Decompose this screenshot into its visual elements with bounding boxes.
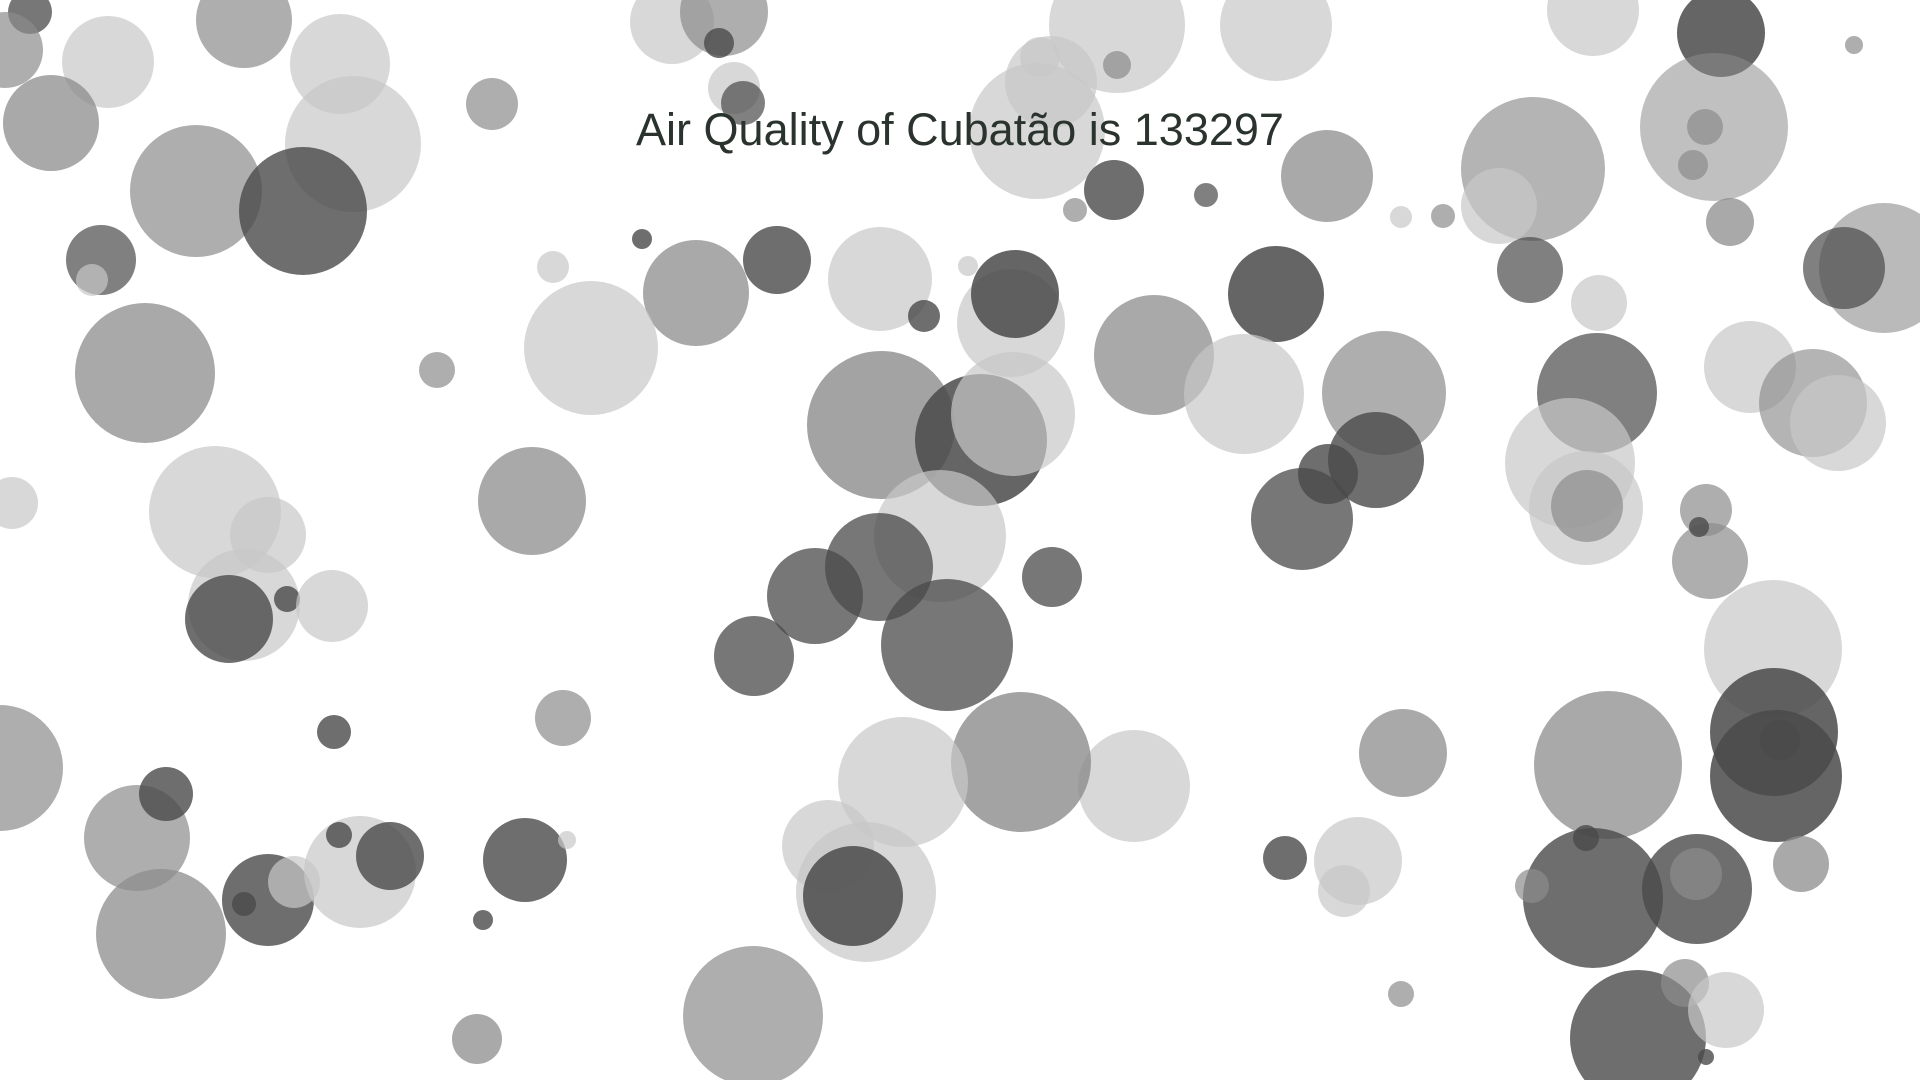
bubble: [466, 78, 518, 130]
bubble: [1803, 227, 1885, 309]
bubble: [1022, 547, 1082, 607]
bubble: [632, 229, 652, 249]
bubble: [971, 250, 1059, 338]
bubble: [1063, 198, 1087, 222]
bubble: [1551, 470, 1623, 542]
bubble: [317, 715, 351, 749]
bubble: [1678, 150, 1708, 180]
bubble: [1515, 869, 1549, 903]
bubble: [1571, 275, 1627, 331]
bubble: [828, 227, 932, 331]
bubble: [452, 1014, 502, 1064]
bubble: [232, 892, 256, 916]
bubble: [1670, 848, 1722, 900]
bubble: [1698, 1049, 1714, 1065]
bubble: [1573, 825, 1599, 851]
bubble: [1497, 237, 1563, 303]
bubble: [524, 281, 658, 415]
bubble: [558, 831, 576, 849]
bubble: [838, 717, 968, 847]
bubble: [0, 12, 43, 88]
bubble: [714, 616, 794, 696]
bubble: [1184, 334, 1304, 454]
bubble: [1194, 183, 1218, 207]
bubble: [130, 125, 262, 257]
bubble: [1773, 836, 1829, 892]
bubble: [1020, 37, 1060, 77]
bubble: [1790, 375, 1886, 471]
bubble: [1534, 691, 1682, 839]
bubble: [680, 0, 768, 56]
bubble: [75, 303, 215, 443]
bubble: [803, 846, 903, 946]
bubble: [1687, 109, 1723, 145]
bubble: [196, 0, 292, 68]
bubble: [239, 147, 367, 275]
bubble: [0, 477, 38, 529]
bubble: [1078, 730, 1190, 842]
bubble: [537, 251, 569, 283]
bubble: [951, 692, 1091, 832]
bubble: [296, 570, 368, 642]
bubble: [3, 75, 99, 171]
bubble: [1672, 523, 1748, 599]
bubble: [1251, 468, 1353, 570]
bubble: [1845, 36, 1863, 54]
bubble: [881, 579, 1013, 711]
bubble: [1263, 836, 1307, 880]
bubble: [743, 226, 811, 294]
bubble: [1760, 720, 1800, 760]
bubble: [1688, 972, 1764, 1048]
bubble: [767, 548, 863, 644]
bubble: [1328, 412, 1424, 508]
bubble: [478, 447, 586, 555]
bubble: [62, 16, 154, 108]
bubble: [76, 264, 108, 296]
bubble: [1390, 206, 1412, 228]
page-title: Air Quality of Cubatão is 133297: [636, 104, 1284, 155]
bubble: [1359, 709, 1447, 797]
bubble: [951, 352, 1075, 476]
bubble: [483, 818, 567, 902]
bubble: [643, 240, 749, 346]
bubble: [139, 767, 193, 821]
bubble: [1706, 198, 1754, 246]
bubble: [1220, 0, 1332, 81]
bubble: [356, 822, 424, 890]
bubble: [1388, 981, 1414, 1007]
bubble: [683, 946, 823, 1080]
bubble: [1281, 130, 1373, 222]
bubble: [1461, 168, 1537, 244]
bubble: [721, 81, 765, 125]
bubble: [1318, 865, 1370, 917]
bubble: [535, 690, 591, 746]
bubble: [1103, 51, 1131, 79]
bubble: [1689, 517, 1709, 537]
bubble: [96, 869, 226, 999]
bubble: [807, 351, 955, 499]
bubble: [1228, 246, 1324, 342]
bubble: [419, 352, 455, 388]
bubble: [274, 586, 300, 612]
bubble: [1094, 295, 1214, 415]
bubble: [326, 822, 352, 848]
bubble: [1431, 204, 1455, 228]
bubble: [958, 256, 978, 276]
bubble: [1547, 0, 1639, 56]
bubble: [185, 575, 273, 663]
bubble: [1710, 710, 1842, 842]
bubble: [473, 910, 493, 930]
bubble: [704, 28, 734, 58]
bubble: [1523, 828, 1663, 968]
bubble: [0, 705, 63, 831]
bubble: [908, 300, 940, 332]
bubble: [1084, 160, 1144, 220]
